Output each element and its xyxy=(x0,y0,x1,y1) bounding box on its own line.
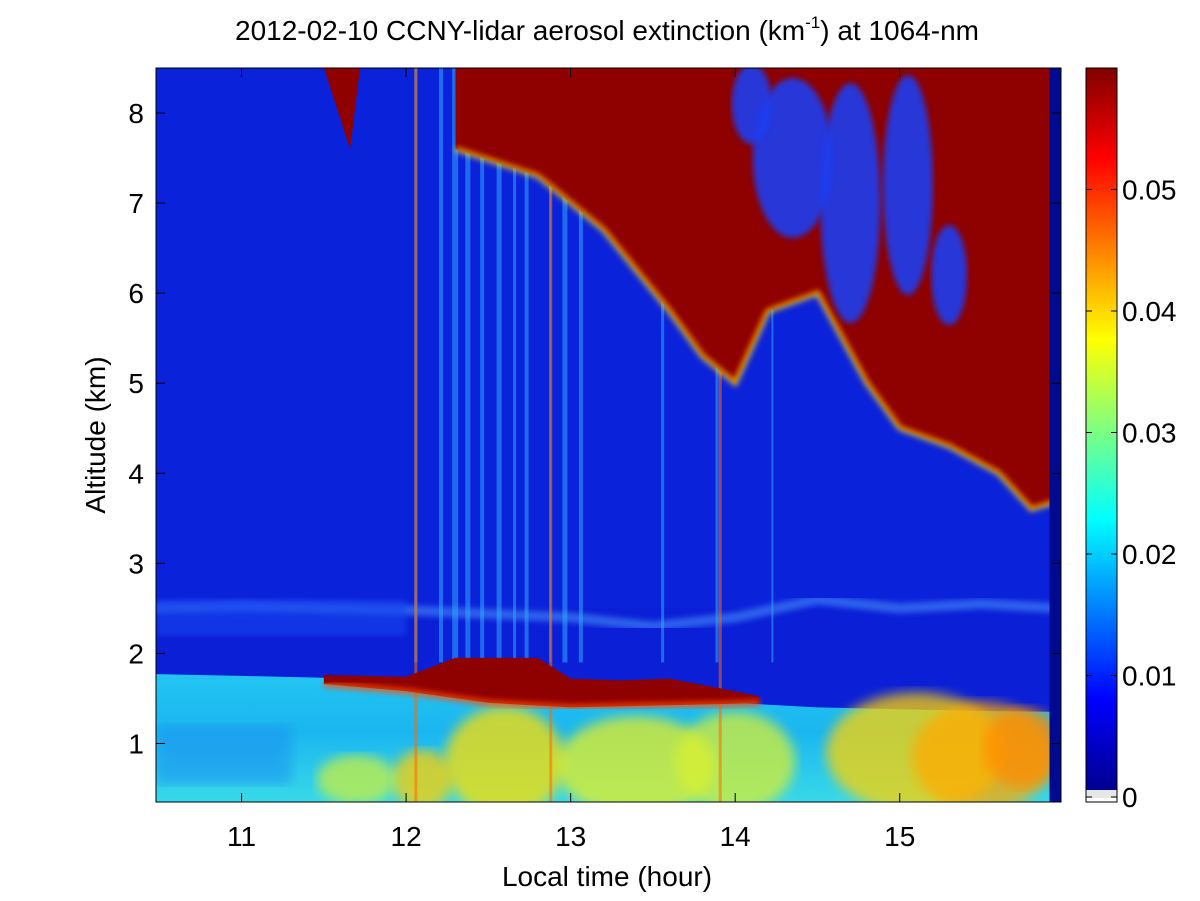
vertical-streaks xyxy=(414,68,774,802)
colorbar-tick-label: 0.02 xyxy=(1122,539,1177,570)
aerosol-layer-band xyxy=(323,657,761,711)
y-axis-label: Altitude (km) xyxy=(80,356,111,513)
cloud-gap xyxy=(820,83,881,324)
hotspot xyxy=(556,715,717,802)
cloud-gap xyxy=(931,225,968,326)
colorbar-tick-label: 0.03 xyxy=(1122,418,1177,449)
boundary-layer-hotspots xyxy=(316,692,1061,802)
x-tick-label: 13 xyxy=(555,821,586,852)
chart-title: 2012-02-10 CCNY-lidar aerosol extinction… xyxy=(235,13,979,46)
colorbar-fill xyxy=(1086,68,1117,790)
plot-frame xyxy=(155,67,1062,803)
small-cloud xyxy=(323,68,361,150)
elevated-layer-west xyxy=(156,599,407,636)
noise-streak xyxy=(465,68,471,663)
hotspot xyxy=(392,749,453,802)
noise-streak xyxy=(513,68,517,663)
colorbar-tick-label: 0 xyxy=(1122,782,1138,813)
noise-streak xyxy=(480,68,485,663)
noise-streak xyxy=(661,68,665,663)
cloud-region xyxy=(323,68,1061,513)
x-tick-label: 12 xyxy=(391,821,422,852)
x-tick-label: 14 xyxy=(720,821,751,852)
y-tick-label: 4 xyxy=(128,458,144,489)
x-tick-label: 15 xyxy=(884,821,915,852)
colorbar: 0 0.01 0.02 0.03 0.04 0.05 xyxy=(1085,67,1177,813)
aerosol-layer-edge xyxy=(323,681,761,711)
hot-streak xyxy=(414,68,418,802)
hot-streak xyxy=(718,68,722,802)
noise-streak xyxy=(496,68,502,663)
y-tick-label: 8 xyxy=(128,98,144,129)
colorbar-tick-label: 0.01 xyxy=(1122,661,1177,692)
x-axis-ticks: 11 12 13 14 15 xyxy=(227,68,915,852)
y-tick-label: 5 xyxy=(128,368,144,399)
y-tick-label: 7 xyxy=(128,188,144,219)
hotspot xyxy=(983,707,1061,788)
noise-streak xyxy=(562,68,568,663)
colorbar-frame xyxy=(1085,67,1118,803)
colorbar-zero-cap xyxy=(1086,790,1117,798)
data-gap-column xyxy=(1049,68,1061,802)
y-tick-label: 1 xyxy=(128,728,144,759)
cloud-gap xyxy=(752,78,833,239)
hotspot xyxy=(444,706,565,802)
y-tick-label: 3 xyxy=(128,548,144,579)
hot-streak xyxy=(549,68,553,802)
aerosol-layer-fill xyxy=(323,657,760,708)
noise-streak xyxy=(452,68,459,663)
x-tick-label: 11 xyxy=(227,821,256,852)
colorbar-tick-label: 0.05 xyxy=(1122,175,1177,206)
y-axis-ticks: 1 2 3 4 5 6 7 8 xyxy=(128,98,1061,759)
noise-streak xyxy=(578,68,583,663)
cloud-gap xyxy=(731,68,772,145)
hotspot xyxy=(675,711,796,802)
low-aerosol-patch xyxy=(156,725,291,784)
x-axis-label: Local time (hour) xyxy=(502,861,712,892)
noise-streak xyxy=(439,68,444,663)
y-tick-label: 2 xyxy=(128,638,144,669)
right-edge-gap xyxy=(1049,68,1061,802)
heatmap-area xyxy=(156,68,1061,802)
hotspot xyxy=(316,754,397,802)
colorbar-tick-label: 0.04 xyxy=(1122,296,1177,327)
colorbar-ticks: 0 0.01 0.02 0.03 0.04 0.05 xyxy=(1086,175,1177,813)
noise-streak xyxy=(771,68,774,663)
noise-streak xyxy=(524,68,529,663)
y-tick-label: 6 xyxy=(128,278,144,309)
elevated-aerosol-layer xyxy=(156,594,1061,636)
cloud-base-edge xyxy=(454,146,1061,513)
cloud-gap xyxy=(882,75,933,296)
